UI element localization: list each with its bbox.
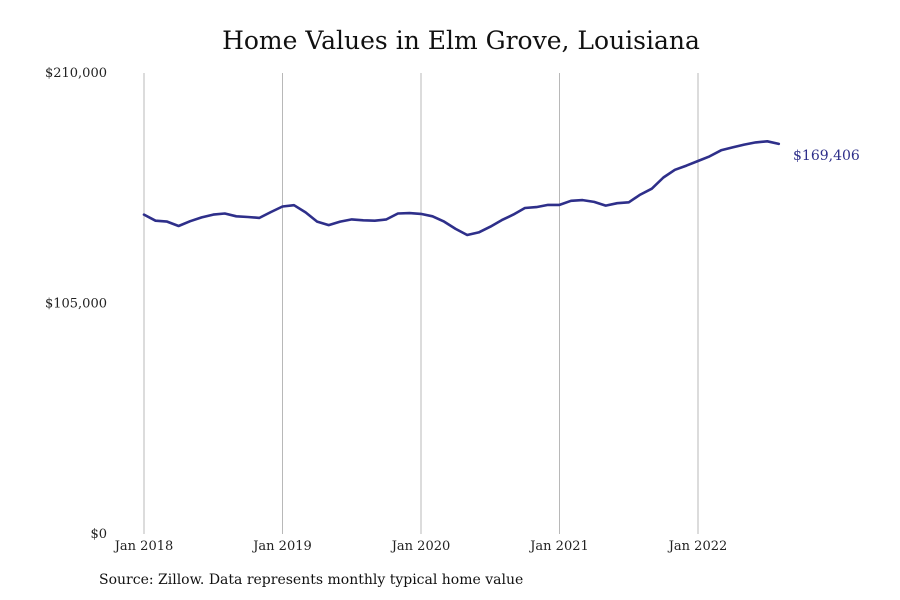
x-tick-label: Jan 2022	[667, 539, 728, 554]
series-line-home-value	[142, 140, 781, 237]
x-tick-label: Jan 2019	[251, 539, 312, 554]
x-tick-label: Jan 2021	[528, 539, 589, 554]
gridlines	[143, 73, 699, 534]
series-layer	[142, 140, 781, 237]
y-tick-label: $105,000	[45, 297, 107, 312]
x-tick-label: Jan 2018	[113, 539, 174, 554]
x-tick-label: Jan 2020	[390, 539, 451, 554]
x-axis-ticks: Jan 2018 Jan 2019 Jan 2020 Jan 2021 Jan 2022	[113, 539, 728, 554]
y-axis-ticks: $0 $105,000 $210,000	[45, 66, 107, 542]
y-tick-label: $0	[90, 527, 107, 542]
end-label-layer: $169,406	[793, 148, 860, 164]
y-tick-label: $210,000	[45, 66, 107, 81]
chart-source-note: Source: Zillow. Data represents monthly …	[99, 572, 524, 588]
end-value-label: $169,406	[793, 148, 860, 164]
chart-title: Home Values in Elm Grove, Louisiana	[222, 26, 700, 55]
